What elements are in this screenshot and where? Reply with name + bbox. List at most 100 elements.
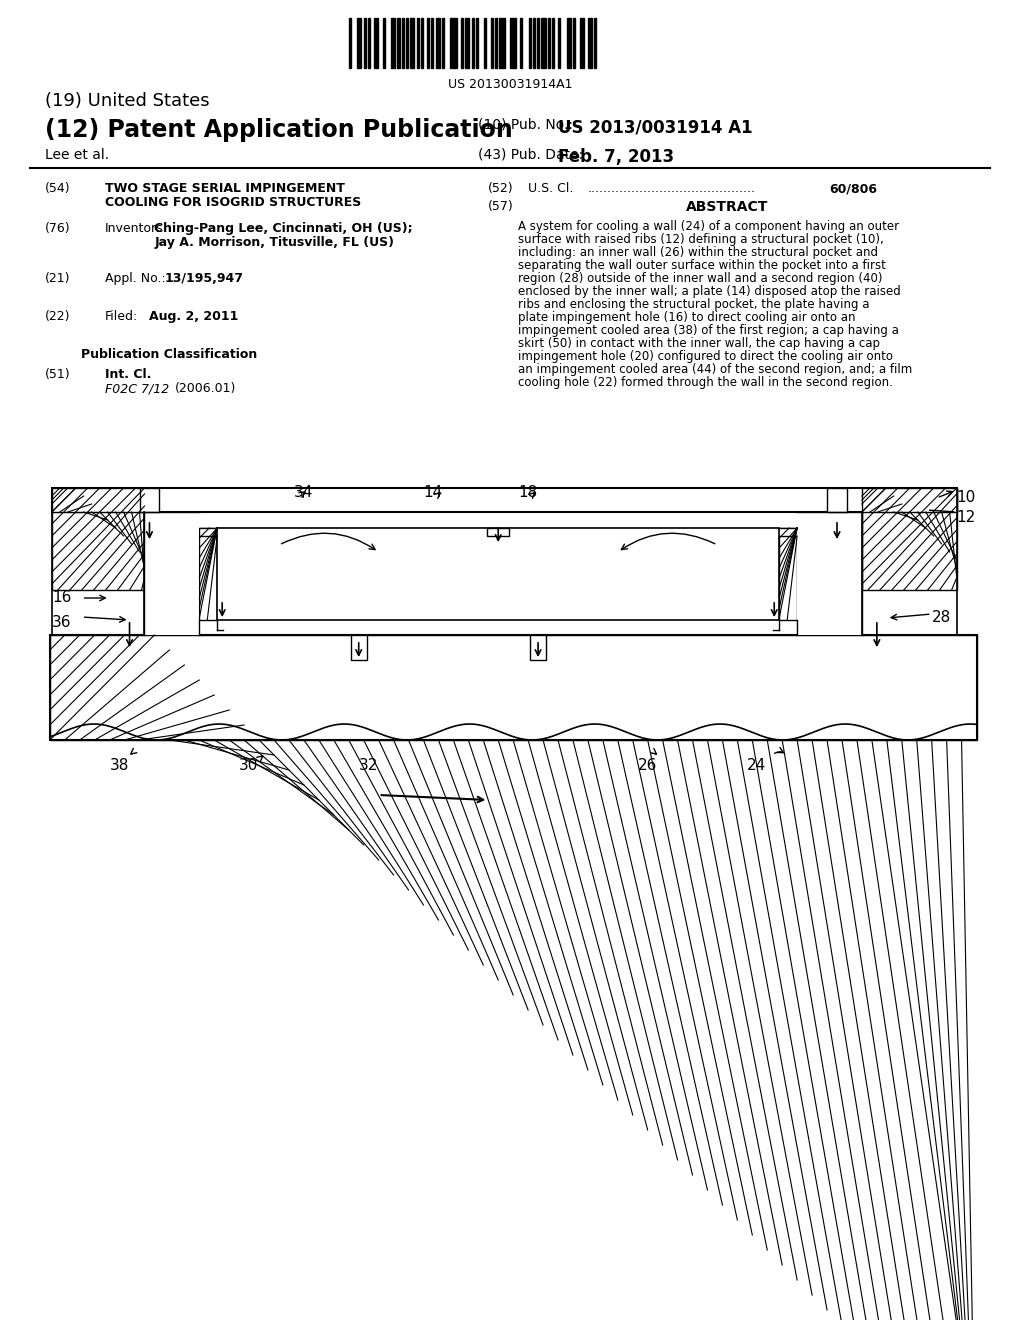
Bar [542,18,546,69]
Text: an impingement cooled area (44) of the second region, and; a film: an impingement cooled area (44) of the s… [518,363,912,376]
Bar [827,488,847,512]
Text: (19) United States: (19) United States [45,92,210,110]
Text: including: an inner wall (26) within the structural pocket and: including: an inner wall (26) within the… [518,246,879,259]
Bar [528,18,530,69]
Text: (10) Pub. No.:: (10) Pub. No.: [478,117,573,132]
Bar [374,18,379,69]
Text: A system for cooling a wall (24) of a component having an outer: A system for cooling a wall (24) of a co… [518,220,899,234]
Bar [797,512,862,635]
Bar [538,18,540,69]
Text: (52): (52) [488,182,514,195]
Text: 32: 32 [358,758,378,774]
Text: 10: 10 [956,490,976,506]
Text: separating the wall outer surface within the pocket into a first: separating the wall outer surface within… [518,259,886,272]
Text: 14: 14 [424,484,442,500]
Text: 30: 30 [240,758,258,774]
Bar [349,18,351,69]
Text: enclosed by the inner wall; a plate (14) disposed atop the raised: enclosed by the inner wall; a plate (14)… [518,285,901,298]
Text: Feb. 7, 2013: Feb. 7, 2013 [558,148,674,166]
Bar [580,18,584,69]
Bar [427,18,429,69]
Text: Filed:: Filed: [104,310,138,323]
Text: Publication Classification: Publication Classification [81,348,257,360]
Bar [401,18,403,69]
Text: skirt (50) in contact with the inner wall, the cap having a cap: skirt (50) in contact with the inner wal… [518,337,881,350]
Bar [548,18,550,69]
Text: impingement cooled area (38) of the first region; a cap having a: impingement cooled area (38) of the firs… [518,323,899,337]
Bar [351,635,367,660]
Text: 16: 16 [52,590,72,605]
Bar [573,18,575,69]
Text: 13/195,947: 13/195,947 [165,272,244,285]
Bar [862,488,956,512]
Bar [368,18,370,69]
Bar [217,528,779,620]
Text: 34: 34 [294,484,313,500]
Text: 28: 28 [932,610,951,624]
Bar [510,18,516,69]
Bar [588,18,592,69]
Bar [139,488,160,512]
Bar [406,18,408,69]
Text: US 20130031914A1: US 20130031914A1 [447,78,572,91]
Bar [594,18,597,69]
Bar [435,18,439,69]
Text: Jay A. Morrison, Titusville, FL (US): Jay A. Morrison, Titusville, FL (US) [155,236,394,249]
Bar [451,18,457,69]
Text: (43) Pub. Date:: (43) Pub. Date: [478,148,584,162]
Bar [431,18,433,69]
Bar [200,528,217,620]
Bar [472,18,474,69]
Text: plate impingement hole (16) to direct cooling air onto an: plate impingement hole (16) to direct co… [518,312,856,323]
Text: (51): (51) [45,368,71,381]
Bar [357,18,361,69]
Bar [495,18,497,69]
Bar [461,18,463,69]
Text: Aug. 2, 2011: Aug. 2, 2011 [150,310,239,323]
Bar [499,18,506,69]
Text: cooling hole (22) formed through the wall in the second region.: cooling hole (22) formed through the wal… [518,376,893,389]
Bar [532,18,536,69]
Bar [552,18,554,69]
Bar [558,18,560,69]
Text: Ching-Pang Lee, Cincinnati, OH (US);: Ching-Pang Lee, Cincinnati, OH (US); [155,222,413,235]
Text: (2006.01): (2006.01) [174,381,236,395]
Text: 26: 26 [638,758,657,774]
Bar [364,18,366,69]
Text: ribs and enclosing the structural pocket, the plate having a: ribs and enclosing the structural pocket… [518,298,869,312]
Text: impingement hole (20) configured to direct the cooling air onto: impingement hole (20) configured to dire… [518,350,893,363]
Bar [391,18,395,69]
Text: (12) Patent Application Publication: (12) Patent Application Publication [45,117,513,143]
Bar [50,635,977,741]
Text: (76): (76) [45,222,71,235]
Bar [520,18,522,69]
Bar [862,488,956,590]
Bar [397,18,399,69]
Bar [144,512,200,635]
Text: surface with raised ribs (12) defining a structural pocket (10),: surface with raised ribs (12) defining a… [518,234,884,246]
Bar [411,18,415,69]
Text: (54): (54) [45,182,71,195]
Text: Lee et al.: Lee et al. [45,148,109,162]
Text: 36: 36 [52,615,72,630]
Bar [442,18,444,69]
Bar [490,18,493,69]
Bar [50,635,977,741]
Text: Inventors:: Inventors: [104,222,168,235]
Text: 24: 24 [748,758,767,774]
Text: US 2013/0031914 A1: US 2013/0031914 A1 [558,117,753,136]
Bar [52,488,956,512]
Text: (57): (57) [488,201,514,213]
Bar [417,18,419,69]
Text: (22): (22) [45,310,71,323]
Text: (21): (21) [45,272,71,285]
Bar [52,488,144,590]
Bar [52,488,144,512]
Bar [487,528,509,536]
Bar [421,18,423,69]
Bar [465,18,469,69]
Text: region (28) outside of the inner wall and a second region (40): region (28) outside of the inner wall an… [518,272,883,285]
Bar [567,18,571,69]
Text: ABSTRACT: ABSTRACT [686,201,769,214]
Text: TWO STAGE SERIAL IMPINGEMENT: TWO STAGE SERIAL IMPINGEMENT [104,182,344,195]
